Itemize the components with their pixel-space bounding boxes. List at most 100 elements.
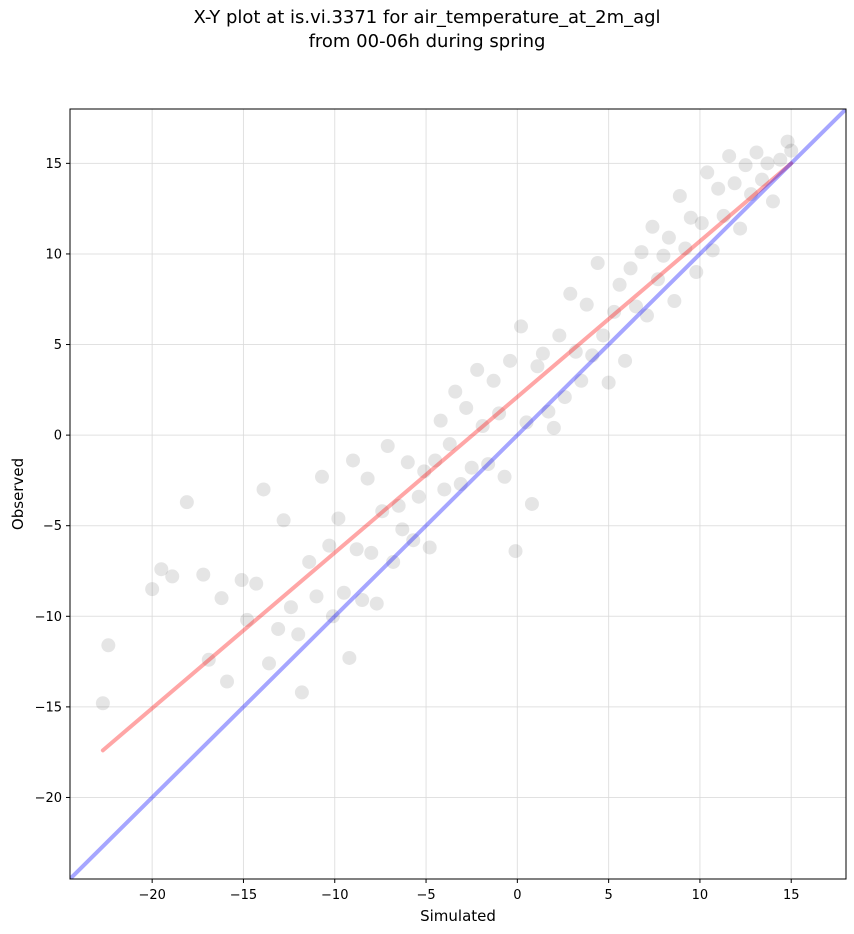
scatter-point bbox=[294, 685, 309, 700]
y-axis-label: Observed bbox=[9, 458, 27, 530]
y-tick-label: −20 bbox=[35, 791, 62, 806]
scatter-point bbox=[645, 219, 660, 234]
scatter-point bbox=[760, 156, 775, 171]
scatter-point bbox=[336, 585, 351, 600]
scatter-point bbox=[650, 272, 665, 287]
scatter-point bbox=[755, 172, 770, 187]
scatter-point bbox=[179, 495, 194, 510]
scatter-point bbox=[733, 221, 748, 236]
scatter-point bbox=[201, 652, 216, 667]
scatter-point bbox=[683, 210, 698, 225]
scatter-point bbox=[612, 277, 627, 292]
scatter-point bbox=[437, 482, 452, 497]
scatter-point bbox=[101, 638, 116, 653]
scatter-point bbox=[276, 513, 291, 528]
scatter-point bbox=[678, 241, 693, 256]
x-tick-label: −5 bbox=[416, 888, 435, 903]
reference-lines bbox=[70, 109, 846, 879]
scatter-point bbox=[464, 460, 479, 475]
scatter-point bbox=[395, 522, 410, 537]
scatter-point bbox=[369, 596, 384, 611]
x-tick-label: 5 bbox=[604, 888, 612, 903]
scatter-point bbox=[765, 194, 780, 209]
plot-area-background bbox=[70, 109, 846, 879]
scatter-point bbox=[535, 346, 550, 361]
scatter-point bbox=[519, 415, 534, 430]
scatter-point bbox=[475, 419, 490, 434]
scatter-point bbox=[623, 261, 638, 276]
scatter-point bbox=[154, 562, 169, 577]
scatter-point bbox=[400, 455, 415, 470]
scatter-point bbox=[574, 373, 589, 388]
scatter-point bbox=[145, 582, 160, 597]
scatter-point bbox=[220, 674, 235, 689]
scatter-point bbox=[552, 328, 567, 343]
scatter-point bbox=[322, 538, 337, 553]
scatter-point bbox=[596, 328, 611, 343]
scatter-point bbox=[442, 437, 457, 452]
scatter-point bbox=[607, 304, 622, 319]
scatter-point bbox=[524, 496, 539, 511]
scatter-point bbox=[481, 457, 496, 472]
scatter-point bbox=[240, 612, 255, 627]
scatter-point bbox=[422, 540, 437, 555]
scatter-point bbox=[314, 469, 329, 484]
scatter-point bbox=[744, 187, 759, 202]
scatter-point bbox=[95, 696, 110, 711]
x-tick-label: −20 bbox=[138, 888, 165, 903]
axis-ticks: −20 −15 −10 −5 0 5 10 15 −20 −15 −10 −5 0 5 10 15 bbox=[35, 157, 800, 903]
scatter-point bbox=[672, 188, 687, 203]
scatter-point bbox=[541, 404, 556, 419]
scatter-point bbox=[283, 600, 298, 615]
scatter-point bbox=[508, 544, 523, 559]
scatter-point bbox=[784, 143, 799, 158]
scatter-point bbox=[780, 134, 795, 149]
scatter-point bbox=[590, 256, 605, 270]
scatter-point bbox=[291, 627, 306, 642]
scatter-point bbox=[406, 533, 421, 548]
scatter-point bbox=[331, 511, 346, 526]
scatter-point bbox=[271, 621, 286, 636]
scatter-point bbox=[249, 576, 264, 591]
chart-title-line1: X-Y plot at is.vi.3371 for air_temperatu… bbox=[193, 7, 661, 28]
scatter-point bbox=[453, 477, 468, 492]
scatter-point bbox=[656, 248, 671, 263]
plot-frame bbox=[69, 108, 847, 880]
y-tick-label: −15 bbox=[35, 700, 62, 715]
scatter-point bbox=[386, 554, 401, 569]
scatter-point bbox=[428, 453, 443, 468]
scatter-point bbox=[256, 482, 271, 497]
scatter-point bbox=[214, 591, 229, 606]
scatter-point bbox=[530, 359, 545, 374]
scatter-point bbox=[557, 390, 572, 405]
scatter-point bbox=[727, 176, 742, 191]
scatter-point bbox=[579, 297, 594, 312]
scatter-point bbox=[325, 609, 340, 624]
scatter-point bbox=[639, 308, 654, 323]
scatter-point bbox=[503, 353, 518, 368]
chart-title-line2: from 00-06h during spring bbox=[308, 31, 546, 52]
scatter-point bbox=[618, 353, 633, 368]
scatter-point bbox=[497, 469, 512, 484]
scatter-point bbox=[694, 216, 709, 231]
scatter-point bbox=[342, 650, 357, 665]
y-tick-label: 0 bbox=[54, 429, 62, 444]
scatter-point bbox=[411, 489, 426, 504]
scatter-point bbox=[391, 498, 406, 513]
scatter-points bbox=[95, 134, 799, 711]
scatter-point bbox=[700, 165, 715, 180]
scatter-point bbox=[585, 348, 600, 363]
scatter-point bbox=[302, 554, 317, 569]
x-tick-label: −15 bbox=[230, 888, 257, 903]
scatter-point bbox=[634, 245, 649, 260]
scatter-point bbox=[716, 208, 731, 223]
scatter-point bbox=[711, 181, 726, 196]
scatter-point bbox=[629, 299, 644, 314]
scatter-point bbox=[568, 344, 583, 359]
y-tick-label: 15 bbox=[45, 157, 62, 172]
scatter-point bbox=[601, 375, 616, 390]
scatter-point bbox=[309, 589, 324, 604]
y-tick-label: −5 bbox=[43, 519, 62, 534]
scatter-point bbox=[492, 406, 507, 421]
